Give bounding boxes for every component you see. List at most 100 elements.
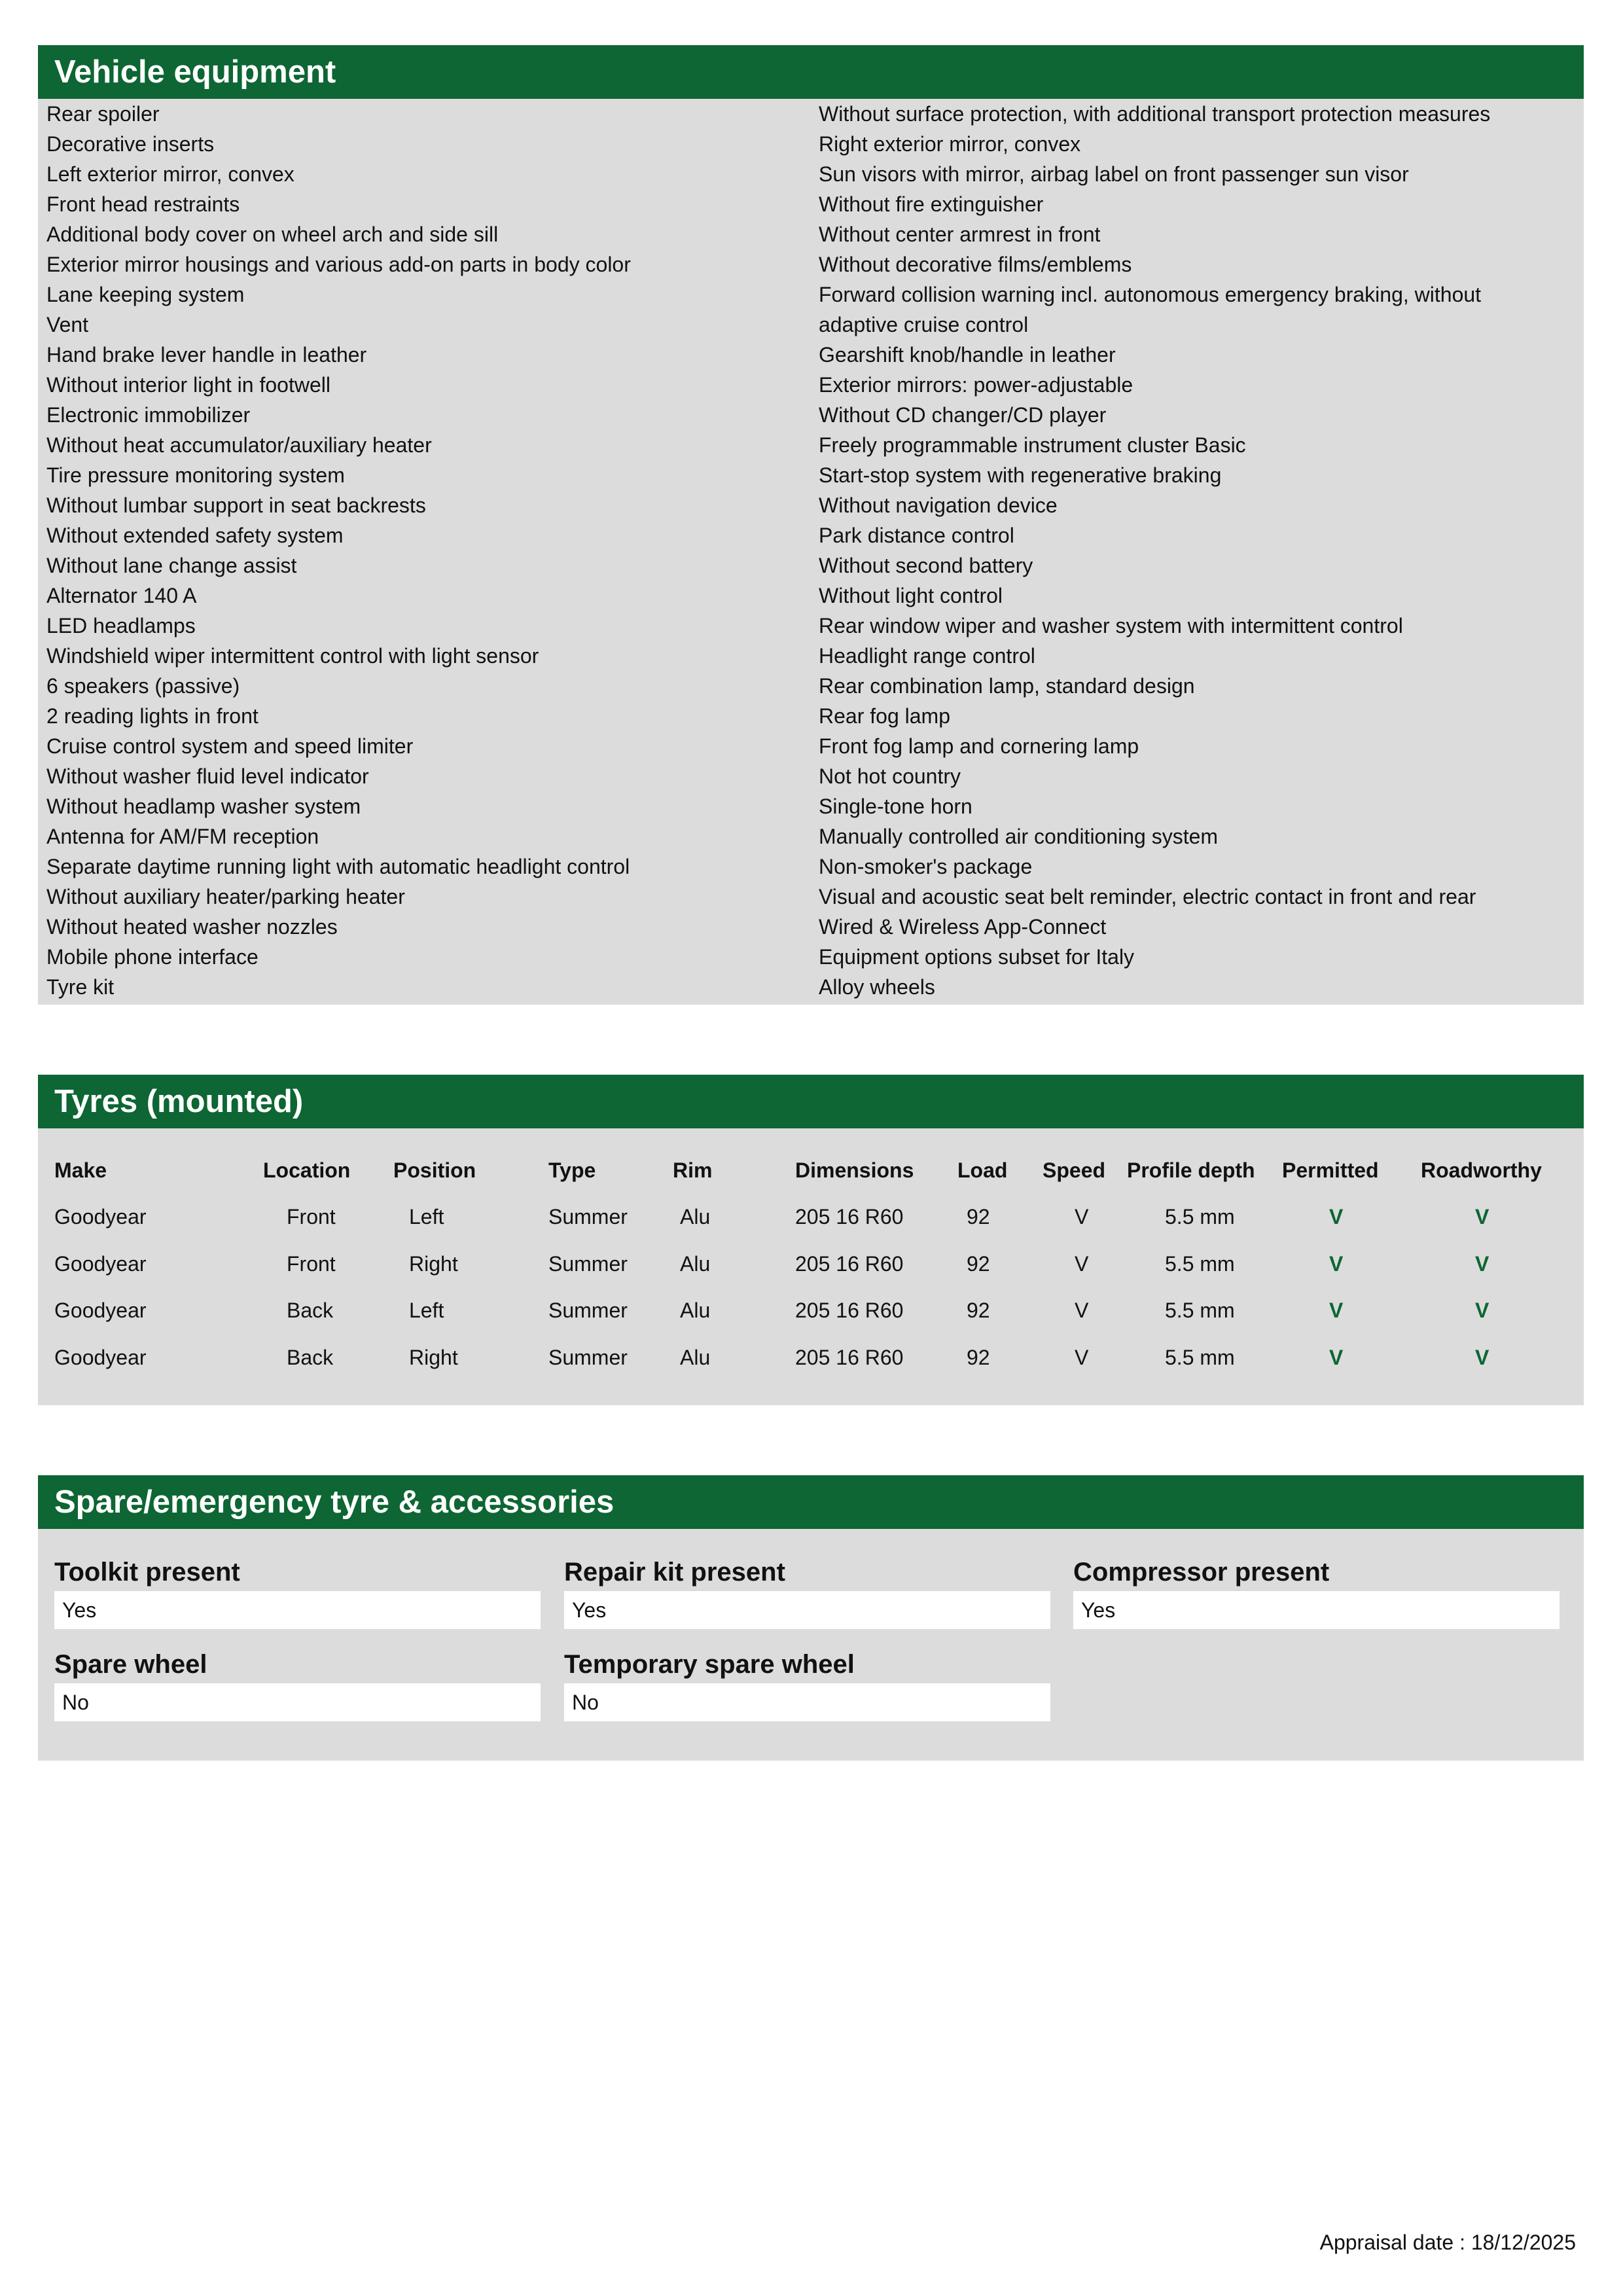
equipment-item: Alternator 140 A — [46, 584, 197, 607]
equipment-item: Without light control — [819, 584, 1003, 607]
tyre-cell: Alu — [680, 1205, 711, 1229]
tyre-cell: Left — [409, 1299, 444, 1322]
equipment-item: 2 reading lights in front — [46, 704, 259, 728]
equipment-left-column: Rear spoiler Decorative inserts Left exter… — [46, 99, 799, 1002]
equipment-item: Park distance control — [819, 524, 1014, 547]
field-value: Yes — [54, 1591, 541, 1629]
tyre-cell: Summer — [548, 1345, 628, 1369]
tyre-cell: Alu — [680, 1345, 711, 1369]
equipment-item: Windshield wiper intermittent control wi… — [46, 644, 539, 668]
vehicle-equipment-title: Vehicle equipment — [38, 45, 1584, 99]
tyre-column-header: Location — [263, 1158, 351, 1182]
tyre-column-header: Position — [393, 1158, 476, 1182]
tyre-cell: 92 — [967, 1205, 990, 1229]
spare-panel: Toolkit present Yes Repair kit present Yes C… — [38, 1529, 1584, 1761]
equipment-item: Without second battery — [819, 554, 1033, 577]
equipment-item: Without headlamp washer system — [46, 795, 361, 818]
tyre-column-header: Profile depth — [1127, 1158, 1255, 1182]
equipment-item: Sun visors with mirror, airbag label on … — [819, 162, 1409, 186]
equipment-item: Left exterior mirror, convex — [46, 162, 294, 186]
tyre-cell: V — [1075, 1299, 1089, 1322]
equipment-item: Additional body cover on wheel arch and … — [46, 223, 499, 246]
field-label: Spare wheel — [54, 1650, 207, 1679]
tyre-cell: 92 — [967, 1345, 990, 1369]
equipment-item: Without extended safety system — [46, 524, 344, 547]
tyres-title: Tyres (mounted) — [38, 1075, 1584, 1128]
equipment-item: Vent — [46, 313, 89, 336]
equipment-item: Without auxiliary heater/parking heater — [46, 885, 405, 908]
equipment-item: Wired & Wireless App-Connect — [819, 915, 1107, 939]
tyre-cell: V — [1075, 1205, 1089, 1229]
spare-title: Spare/emergency tyre & accessories — [38, 1475, 1584, 1529]
equipment-item: LED headlamps — [46, 614, 196, 637]
equipment-item: Without heat accumulator/auxiliary heate… — [46, 433, 432, 457]
tyre-cell: Right — [409, 1251, 458, 1276]
tyre-cell: V — [1075, 1251, 1089, 1276]
tyre-cell: Left — [409, 1205, 444, 1229]
tyre-cell: V — [1475, 1205, 1489, 1229]
field-value: Yes — [564, 1591, 1050, 1629]
tyre-cell: Back — [287, 1299, 334, 1322]
field-value: Yes — [1073, 1591, 1560, 1629]
equipment-item: Rear fog lamp — [819, 704, 950, 728]
equipment-item: Alloy wheels — [819, 975, 935, 999]
tyre-cell: 205 16 R60 — [795, 1205, 904, 1229]
tyre-cell: Goodyear — [54, 1299, 147, 1322]
tyre-cell: V — [1475, 1345, 1489, 1369]
equipment-item: Without surface protection, with additio… — [819, 102, 1491, 126]
field-value: No — [564, 1683, 1050, 1721]
tyre-column-header: Rim — [673, 1158, 713, 1182]
tyre-cell: V — [1329, 1205, 1344, 1229]
equipment-item: Without lane change assist — [46, 554, 297, 577]
equipment-item: Gearshift knob/handle in leather — [819, 343, 1116, 367]
tyre-cell: Back — [287, 1345, 334, 1369]
equipment-item: Electronic immobilizer — [46, 403, 251, 427]
equipment-item: Front fog lamp and cornering lamp — [819, 734, 1139, 758]
equipment-item: Without interior light in footwell — [46, 373, 330, 397]
tyre-cell: V — [1475, 1251, 1489, 1276]
field-value: No — [54, 1683, 541, 1721]
equipment-item: Not hot country — [819, 764, 961, 788]
tyre-cell: 92 — [967, 1299, 990, 1322]
tyre-cell: Summer — [548, 1299, 628, 1322]
field-label: Toolkit present — [54, 1558, 240, 1587]
equipment-item: 6 speakers (passive) — [46, 674, 240, 698]
equipment-item: Without heated washer nozzles — [46, 915, 338, 939]
equipment-item: Non-smoker's package — [819, 855, 1033, 878]
equipment-item: Visual and acoustic seat belt reminder, … — [819, 885, 1476, 908]
tyre-cell: 205 16 R60 — [795, 1345, 904, 1369]
equipment-item: Right exterior mirror, convex — [819, 132, 1081, 156]
equipment-item: Without fire extinguisher — [819, 192, 1044, 216]
equipment-item: Cruise control system and speed limiter — [46, 734, 414, 758]
tyre-cell: V — [1475, 1299, 1489, 1322]
equipment-item: Without CD changer/CD player — [819, 403, 1107, 427]
equipment-item: Single-tone horn — [819, 795, 972, 818]
tyre-cell: Goodyear — [54, 1251, 147, 1276]
tyre-cell: Alu — [680, 1299, 711, 1322]
equipment-item: Forward collision warning incl. autonomo… — [819, 283, 1482, 336]
vehicle-equipment-panel: Rear spoiler Decorative inserts Left exter… — [38, 99, 1584, 1005]
tyre-column-header: Dimensions — [795, 1158, 914, 1182]
equipment-item: Without lumbar support in seat backrests — [46, 493, 426, 517]
tyre-cell: V — [1329, 1345, 1344, 1369]
equipment-item: Hand brake lever handle in leather — [46, 343, 367, 367]
tyre-cell: V — [1329, 1251, 1344, 1276]
tyre-cell: Goodyear — [54, 1205, 147, 1229]
equipment-item: Mobile phone interface — [46, 945, 259, 969]
tyre-cell: Alu — [680, 1251, 711, 1276]
tyre-column-header: Permitted — [1282, 1158, 1379, 1182]
equipment-item: Antenna for AM/FM reception — [46, 825, 319, 848]
equipment-item: Exterior mirrors: power-adjustable — [819, 373, 1133, 397]
tyre-column-header: Make — [54, 1158, 107, 1182]
equipment-item: Rear window wiper and washer system with… — [819, 614, 1403, 637]
tyre-cell: Summer — [548, 1205, 628, 1229]
tyre-cell: Front — [287, 1205, 336, 1229]
tyre-cell: 5.5 mm — [1165, 1205, 1235, 1229]
field-label: Repair kit present — [564, 1558, 785, 1587]
equipment-item: Without washer fluid level indicator — [46, 764, 369, 788]
tyre-column-header: Type — [548, 1158, 596, 1182]
tyre-cell: 205 16 R60 — [795, 1251, 904, 1276]
equipment-item: Front head restraints — [46, 192, 240, 216]
equipment-item: Separate daytime running light with auto… — [46, 855, 630, 878]
equipment-item: Tire pressure monitoring system — [46, 463, 345, 487]
